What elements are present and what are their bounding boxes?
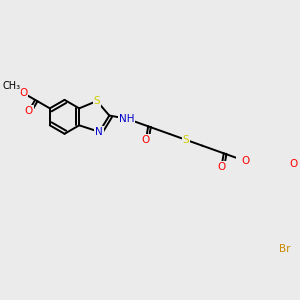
Text: CH₃: CH₃ [2, 81, 20, 91]
Text: O: O [217, 162, 226, 172]
Text: Br: Br [279, 244, 290, 254]
Text: O: O [241, 156, 250, 166]
Text: N: N [95, 127, 103, 137]
Text: O: O [19, 88, 27, 98]
Text: S: S [94, 96, 100, 106]
Text: O: O [290, 159, 298, 169]
Text: O: O [25, 106, 33, 116]
Text: S: S [183, 135, 189, 145]
Text: O: O [142, 135, 150, 145]
Text: NH: NH [119, 114, 134, 124]
